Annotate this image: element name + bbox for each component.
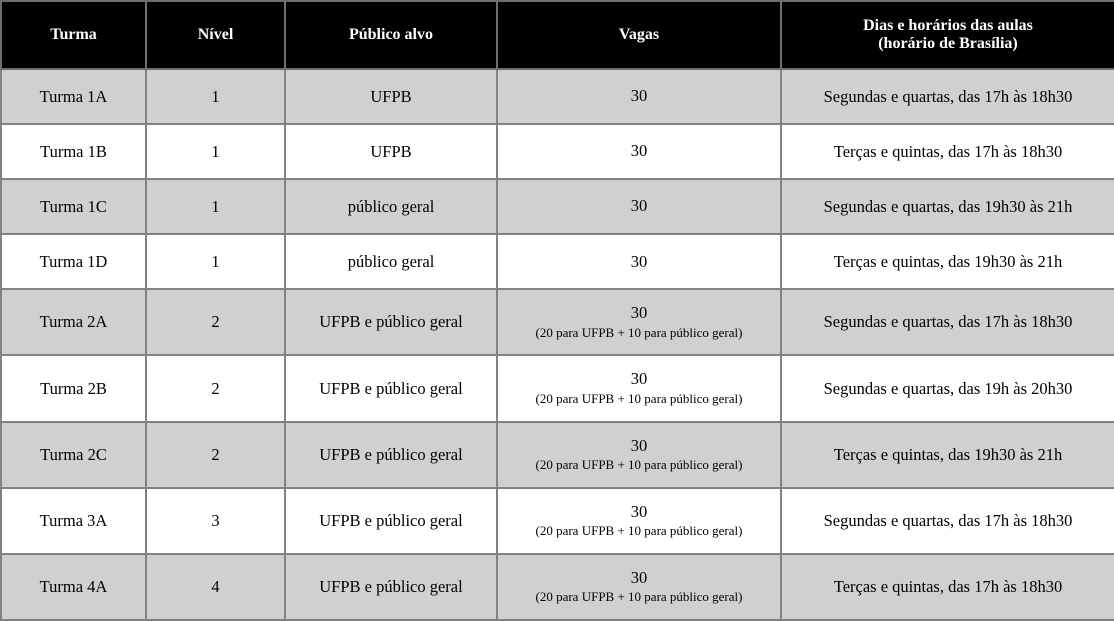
- cell-publico-alvo: UFPB e público geral: [284, 288, 498, 357]
- table-row: Turma 2A 2 UFPB e público geral 30 (20 p…: [0, 288, 1114, 357]
- cell-turma: Turma 3A: [0, 486, 147, 555]
- table-row: Turma 2B 2 UFPB e público geral 30 (20 p…: [0, 354, 1114, 423]
- table-row: Turma 2C 2 UFPB e público geral 30 (20 p…: [0, 420, 1114, 489]
- table-row: Turma 1B 1 UFPB 30 Terças e quintas, das…: [0, 123, 1114, 181]
- header-vagas: Vagas: [496, 0, 782, 70]
- cell-vagas: 30: [496, 233, 782, 291]
- cell-turma: Turma 1C: [0, 178, 147, 236]
- cell-vagas: 30: [496, 67, 782, 126]
- cell-vagas: 30 (20 para UFPB + 10 para público geral…: [496, 354, 782, 423]
- cell-dias-horarios: Segundas e quartas, das 19h às 20h30: [780, 354, 1114, 423]
- cell-dias-horarios: Terças e quintas, das 19h30 às 21h: [780, 233, 1114, 291]
- header-nivel: Nível: [145, 0, 286, 70]
- cell-dias-horarios: Segundas e quartas, das 17h às 18h30: [780, 486, 1114, 555]
- cell-turma: Turma 2B: [0, 354, 147, 423]
- cell-nivel: 2: [145, 354, 286, 423]
- cell-vagas: 30: [496, 123, 782, 181]
- vagas-total: 30: [630, 303, 648, 323]
- header-dias-horarios: Dias e horários das aulas (horário de Br…: [780, 0, 1114, 70]
- table-body: Turma 1A 1 UFPB 30 Segundas e quartas, d…: [0, 67, 1114, 621]
- cell-nivel: 3: [145, 486, 286, 555]
- vagas-total: 30: [630, 567, 648, 587]
- cell-dias-horarios: Segundas e quartas, das 19h30 às 21h: [780, 178, 1114, 236]
- vagas-breakdown: (20 para UFPB + 10 para público geral): [535, 457, 743, 473]
- cell-vagas: 30 (20 para UFPB + 10 para público geral…: [496, 486, 782, 555]
- vagas-total: 30: [630, 196, 648, 216]
- cell-nivel: 1: [145, 67, 286, 126]
- vagas-total: 30: [630, 435, 648, 455]
- table-row: Turma 1A 1 UFPB 30 Segundas e quartas, d…: [0, 67, 1114, 126]
- table-row: Turma 1C 1 público geral 30 Segundas e q…: [0, 178, 1114, 236]
- cell-turma: Turma 2A: [0, 288, 147, 357]
- cell-dias-horarios: Terças e quintas, das 19h30 às 21h: [780, 420, 1114, 489]
- cell-vagas: 30 (20 para UFPB + 10 para público geral…: [496, 420, 782, 489]
- cell-publico-alvo: público geral: [284, 233, 498, 291]
- table-row: Turma 3A 3 UFPB e público geral 30 (20 p…: [0, 486, 1114, 555]
- vagas-total: 30: [630, 141, 648, 161]
- cell-nivel: 1: [145, 123, 286, 181]
- table-row: Turma 4A 4 UFPB e público geral 30 (20 p…: [0, 552, 1114, 621]
- cell-publico-alvo: UFPB: [284, 67, 498, 126]
- cell-nivel: 1: [145, 233, 286, 291]
- cell-nivel: 1: [145, 178, 286, 236]
- vagas-total: 30: [630, 501, 648, 521]
- cell-vagas: 30 (20 para UFPB + 10 para público geral…: [496, 552, 782, 621]
- header-dias-line2: (horário de Brasília): [878, 35, 1018, 52]
- cell-dias-horarios: Segundas e quartas, das 17h às 18h30: [780, 67, 1114, 126]
- cell-dias-horarios: Segundas e quartas, das 17h às 18h30: [780, 288, 1114, 357]
- cell-dias-horarios: Terças e quintas, das 17h às 18h30: [780, 123, 1114, 181]
- cell-turma: Turma 1B: [0, 123, 147, 181]
- cell-turma: Turma 1A: [0, 67, 147, 126]
- cell-turma: Turma 1D: [0, 233, 147, 291]
- cell-turma: Turma 4A: [0, 552, 147, 621]
- vagas-breakdown: (20 para UFPB + 10 para público geral): [535, 324, 743, 340]
- cell-vagas: 30 (20 para UFPB + 10 para público geral…: [496, 288, 782, 357]
- vagas-breakdown: (20 para UFPB + 10 para público geral): [535, 391, 743, 407]
- table-row: Turma 1D 1 público geral 30 Terças e qui…: [0, 233, 1114, 291]
- vagas-breakdown: (20 para UFPB + 10 para público geral): [535, 589, 743, 605]
- header-publico-alvo: Público alvo: [284, 0, 498, 70]
- vagas-breakdown: (20 para UFPB + 10 para público geral): [535, 523, 743, 539]
- table-header: Turma Nível Público alvo Vagas Dias e ho…: [0, 0, 1114, 70]
- cell-dias-horarios: Terças e quintas, das 17h às 18h30: [780, 552, 1114, 621]
- cell-nivel: 2: [145, 288, 286, 357]
- vagas-total: 30: [630, 251, 648, 271]
- cell-publico-alvo: público geral: [284, 178, 498, 236]
- cell-publico-alvo: UFPB e público geral: [284, 420, 498, 489]
- cell-publico-alvo: UFPB e público geral: [284, 552, 498, 621]
- cell-publico-alvo: UFPB: [284, 123, 498, 181]
- header-dias-line1: Dias e horários das aulas: [863, 17, 1033, 34]
- vagas-total: 30: [630, 86, 648, 106]
- cell-turma: Turma 2C: [0, 420, 147, 489]
- cell-vagas: 30: [496, 178, 782, 236]
- cell-nivel: 2: [145, 420, 286, 489]
- cell-publico-alvo: UFPB e público geral: [284, 486, 498, 555]
- header-turma: Turma: [0, 0, 147, 70]
- cell-nivel: 4: [145, 552, 286, 621]
- header-row: Turma Nível Público alvo Vagas Dias e ho…: [0, 0, 1114, 70]
- cell-publico-alvo: UFPB e público geral: [284, 354, 498, 423]
- vagas-total: 30: [630, 369, 648, 389]
